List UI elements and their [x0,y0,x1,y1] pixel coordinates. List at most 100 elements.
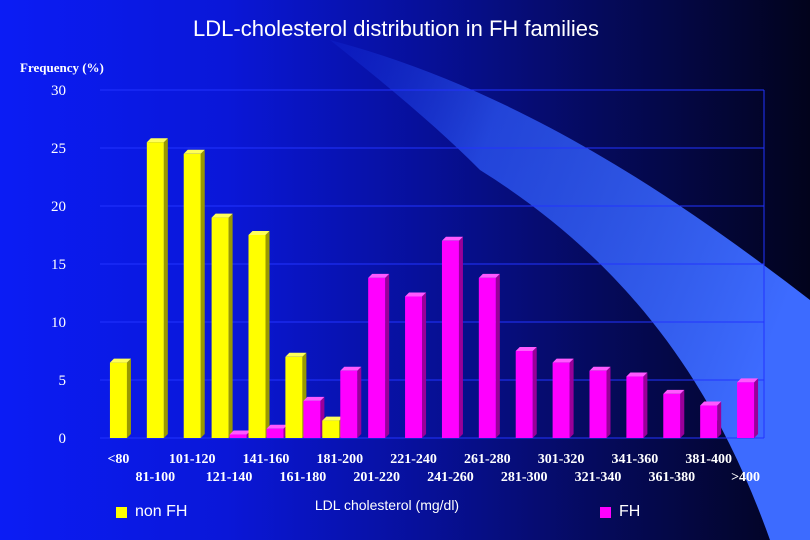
x-tick-label: 381-400 [685,452,732,467]
bar-face [626,376,644,438]
bar-top [229,430,251,435]
bar-non-fh [285,352,307,438]
legend-swatch-non-fh [116,506,127,518]
y-tick-label: 15 [51,257,66,273]
bar-face [515,351,533,438]
bar-side [569,358,574,438]
bar-top [322,416,344,421]
bar-side [643,372,648,438]
bar-top [266,424,288,429]
bar-face [478,277,496,438]
bar-face [248,235,266,438]
bar-non-fh [183,149,205,439]
bar-top [285,352,307,357]
bar-face [211,217,229,438]
bar-face [589,370,607,438]
x-tick-label: 321-340 [575,470,622,485]
bar-non-fh [248,231,270,438]
bar-top [183,149,205,154]
bar-fh [589,366,611,438]
bar-side [385,273,390,438]
x-tick-label: 141-160 [243,452,290,467]
y-tick-label: 25 [51,141,66,157]
x-tick-label: <80 [107,452,129,467]
bar-top [303,396,325,401]
bar-fh [515,347,537,438]
bar-side [680,389,685,438]
x-axis-label: LDL cholesterol (mg/dl) [314,497,460,513]
bar-side [265,231,270,438]
bar-fh [340,366,362,438]
bar-side [458,236,463,438]
bar-face [368,277,386,438]
bar-top [737,378,759,383]
y-tick-label: 5 [59,373,67,389]
bar-top [368,273,390,278]
bar-fh [405,292,427,438]
bar-top [700,401,722,406]
bar-face [146,142,164,438]
bar-top [109,358,131,363]
bar-top [146,138,168,143]
x-tick-label: 201-220 [353,470,400,485]
bar-face [700,405,718,438]
x-tick-label: 261-280 [464,452,511,467]
x-tick-label: 121-140 [206,470,253,485]
bar-top [405,292,427,297]
bar-side [495,273,500,438]
legend-item-fh: FH [600,503,640,521]
bar-fh [229,430,251,438]
bar-face [441,240,459,438]
legend-label-fh: FH [619,503,641,520]
bar-side [163,138,168,438]
x-tick-label: 341-360 [612,452,659,467]
x-tick-label: 161-180 [280,470,327,485]
bar-non-fh [211,213,233,438]
y-axis-label: Frequency (%) [20,60,104,75]
bar-top [441,236,463,241]
x-tick-label: 81-100 [135,470,175,485]
bar-top [211,213,233,218]
bar-top [515,347,537,351]
bar-top [478,273,500,278]
x-tick-label: 101-120 [169,452,216,467]
bar-face [285,356,303,438]
y-tick-label: 0 [59,431,67,447]
bar-side [754,378,759,438]
bar-face [322,420,340,438]
x-tick-label: 281-300 [501,470,548,485]
x-tick-label: >400 [731,470,760,485]
bar-fh [266,424,288,438]
bar-top [340,366,362,371]
bar-fh [737,378,759,438]
bar-side [422,292,427,438]
bar-fh [441,236,463,438]
bar-face [303,400,321,438]
legend-label-non-fh: non FH [135,503,188,520]
bar-non-fh [322,416,344,438]
y-tick-label: 20 [51,199,66,215]
bar-side [532,347,537,438]
bar-fh [478,273,500,438]
bar-side [717,401,722,438]
bar-face [405,296,423,438]
chart-title: LDL-cholesterol distribution in FH famil… [193,16,599,41]
bar-side [126,358,131,438]
bar-non-fh [109,358,131,438]
legend-swatch-fh [600,506,611,518]
bar-side [606,366,611,438]
bar-top [552,358,574,363]
bar-face [266,428,284,438]
bar-face [183,153,201,439]
bar-side [228,213,233,438]
bar-fh [626,372,648,438]
bar-top [663,389,685,394]
bar-fh [663,389,685,438]
x-tick-label: 221-240 [390,452,437,467]
bar-face [340,370,358,438]
bar-face [109,362,127,438]
y-tick-label: 30 [51,83,66,99]
bar-non-fh [146,138,168,438]
